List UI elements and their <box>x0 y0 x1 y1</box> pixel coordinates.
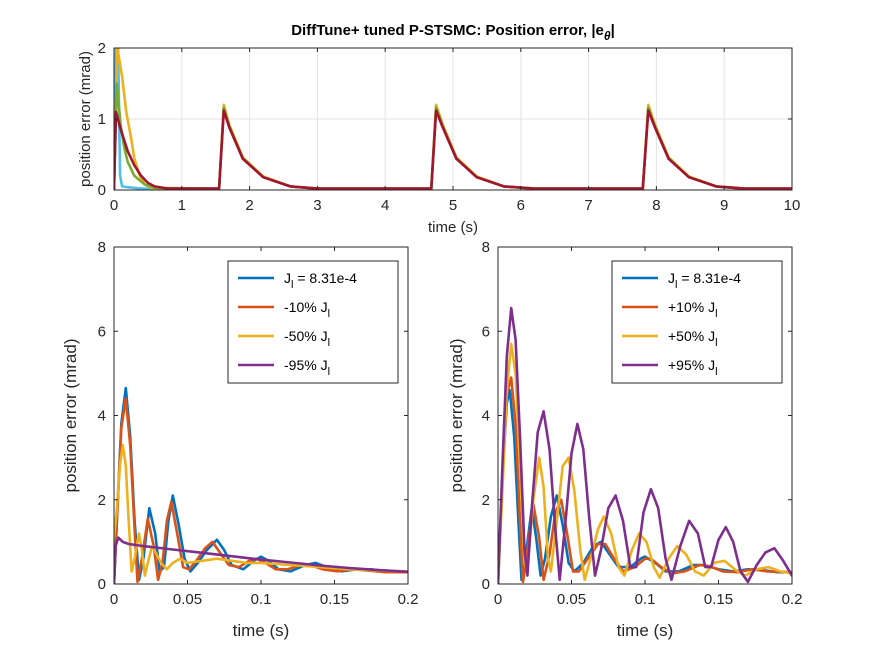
y-tick-label: 6 <box>482 323 490 340</box>
y-tick-label: 0 <box>482 576 490 593</box>
legend-entry-text: +95% J <box>668 357 715 373</box>
y-tick-label: 0 <box>98 576 106 593</box>
x-tick-label: 0.2 <box>398 591 419 608</box>
series-line-3 <box>114 443 408 577</box>
legend-entry-label: -95% Jl <box>284 357 330 378</box>
legend-entry-subscript: l <box>291 279 293 291</box>
x-tick-label: 1 <box>178 197 186 214</box>
x-tick-label: 0.05 <box>557 591 586 608</box>
x-tick-label: 0.2 <box>782 591 803 608</box>
legend-entry-subscript: l <box>675 279 677 291</box>
series-line-2 <box>498 376 792 584</box>
series-group <box>114 386 408 584</box>
y-axis-label: position error (mrad) <box>61 339 80 493</box>
legend-entry-subscript: l <box>715 337 717 349</box>
legend-entry-subscript: l <box>328 366 330 378</box>
x-tick-label: 8 <box>652 197 660 214</box>
x-tick-label: 0.15 <box>704 591 733 608</box>
legend-entry-text: -95% J <box>284 357 328 373</box>
x-tick-label: 4 <box>381 197 389 214</box>
y-tick-label: 4 <box>482 408 490 425</box>
y-tick-label: 2 <box>98 40 106 57</box>
legend-entry-subscript: l <box>715 366 717 378</box>
x-tick-label: 0.05 <box>173 591 202 608</box>
legend-entry-label: Jl = 8.31e-4 <box>284 270 357 291</box>
legend-entry-text: J <box>668 270 675 286</box>
x-tick-label: 7 <box>584 197 592 214</box>
y-tick-label: 8 <box>482 239 490 256</box>
x-axis-label: time (s) <box>428 219 478 236</box>
legend-entry-label: -10% Jl <box>284 299 330 320</box>
x-tick-label: 0 <box>110 197 118 214</box>
series-line-4 <box>114 536 408 584</box>
y-axis-label: position error (mrad) <box>447 339 466 493</box>
legend-entry-label: +95% Jl <box>668 357 718 378</box>
x-axis-label: time (s) <box>617 621 674 640</box>
legend-entry-subscript: l <box>328 308 330 320</box>
chart-title-subscript: θ <box>604 29 611 43</box>
legend-entry-text: -50% J <box>284 328 328 344</box>
x-tick-label: 10 <box>784 197 801 214</box>
y-tick-label: 2 <box>482 492 490 509</box>
y-tick-label: 2 <box>98 492 106 509</box>
legend-entry-label: -50% Jl <box>284 328 330 349</box>
x-tick-label: 0.1 <box>635 591 656 608</box>
legend-entry-label: Jl = 8.31e-4 <box>668 270 741 291</box>
series-line-1 <box>114 386 408 584</box>
bottom-right-axes: 0 0.05 0.1 0.15 0.2 0 2 4 6 8 time (s) position err… <box>447 239 802 640</box>
x-axis-label: time (s) <box>233 621 290 640</box>
x-tick-label: 0 <box>110 591 118 608</box>
x-tick-label: 0.15 <box>320 591 349 608</box>
legend-box <box>611 260 783 384</box>
legend-entry-text: -10% J <box>284 299 328 315</box>
x-tick-label: 9 <box>720 197 728 214</box>
x-tick-label: 0.1 <box>251 591 272 608</box>
legend-entry-label: +50% Jl <box>668 328 718 349</box>
legend-entry-text: J <box>284 270 291 286</box>
legend-entry-subscript: l <box>715 308 717 320</box>
y-axis-label: position error (mrad) <box>77 51 94 187</box>
y-tick-label: 6 <box>98 323 106 340</box>
series-group <box>498 306 792 584</box>
legend-entry-label: +10% Jl <box>668 299 718 320</box>
chart-title: DiffTune+ tuned P-STSMC: Position error,… <box>291 22 615 43</box>
y-tick-label: 1 <box>98 111 106 128</box>
y-tick-label: 0 <box>98 182 106 199</box>
y-tick-label: 4 <box>98 408 106 425</box>
x-tick-label: 2 <box>245 197 253 214</box>
legend-entry-text: +50% J <box>668 328 715 344</box>
legend-entry-suffix: = 8.31e-4 <box>293 270 357 286</box>
x-tick-label: 5 <box>449 197 457 214</box>
x-tick-label: 6 <box>517 197 525 214</box>
chart-title-end: | <box>611 22 615 39</box>
legend-entry-suffix: = 8.31e-4 <box>677 270 741 286</box>
legend-entry-subscript: l <box>328 337 330 349</box>
chart-title-main: DiffTune+ tuned P-STSMC: Position error,… <box>291 22 604 39</box>
bottom-left-axes: 0 0.05 0.1 0.15 0.2 0 2 4 6 8 time (s) position err… <box>61 239 418 640</box>
x-tick-label: 3 <box>313 197 321 214</box>
legend-entry-text: +10% J <box>668 299 715 315</box>
x-tick-label: 0 <box>494 591 502 608</box>
legend-box <box>227 260 399 384</box>
y-tick-label: 8 <box>98 239 106 256</box>
top-axes: 0 1 2 3 4 5 6 7 8 9 10 0 1 2 time (s) position error (m… <box>77 22 800 236</box>
series-line-4 <box>498 306 792 584</box>
